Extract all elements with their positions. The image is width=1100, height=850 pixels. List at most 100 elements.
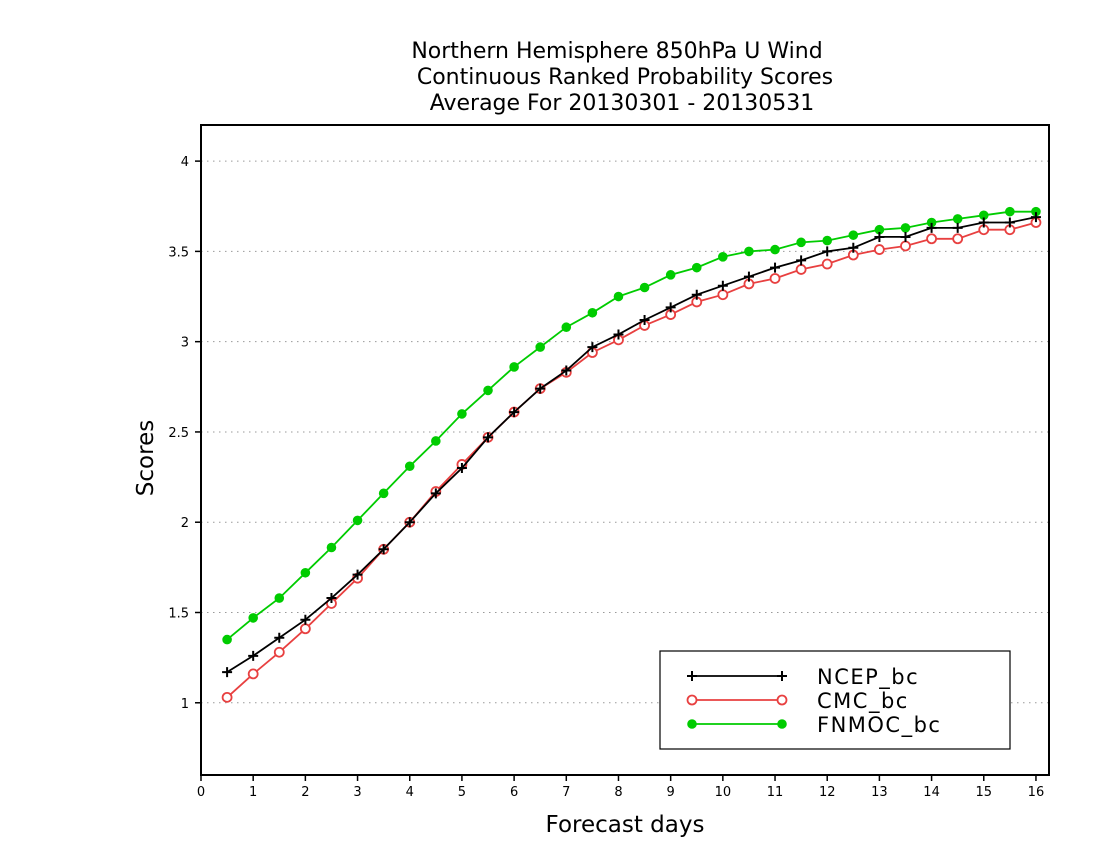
legend-item-fnmoc-bc: FNMOC_bc bbox=[687, 713, 941, 738]
data-point-ncep-bc bbox=[378, 544, 389, 555]
legend-item-cmc-bc: CMC_bc bbox=[686, 689, 907, 714]
chart-title-line-1: Northern Hemisphere 850hPa U Wind bbox=[411, 39, 822, 64]
x-tick-label: 13 bbox=[871, 785, 888, 800]
y-axis-label: Scores bbox=[133, 420, 159, 496]
series-ncep-bc bbox=[222, 212, 1041, 678]
data-point-ncep-bc bbox=[1004, 217, 1015, 228]
data-point-fnmoc-bc bbox=[639, 282, 650, 293]
data-point-cmc-bc bbox=[273, 646, 285, 658]
data-point-fnmoc-bc bbox=[691, 262, 702, 273]
data-point-ncep-bc bbox=[639, 315, 650, 325]
data-point-ncep-bc bbox=[509, 407, 520, 418]
data-point-fnmoc-bc bbox=[483, 385, 493, 396]
x-tick-label: 11 bbox=[767, 785, 784, 800]
x-tick-label: 4 bbox=[406, 785, 414, 800]
x-tick-label: 6 bbox=[510, 785, 518, 800]
x-tick-label: 0 bbox=[197, 785, 205, 800]
x-tick-label: 12 bbox=[819, 785, 836, 800]
data-point-ncep-bc bbox=[613, 329, 624, 340]
x-tick-label: 14 bbox=[923, 785, 940, 800]
series-line-cmc-bc bbox=[226, 221, 1037, 699]
data-point-fnmoc-bc bbox=[222, 634, 232, 645]
data-point-ncep-bc bbox=[561, 365, 572, 376]
data-point-ncep-bc bbox=[717, 280, 728, 291]
legend-marker-right bbox=[776, 694, 788, 706]
data-point-fnmoc-bc bbox=[1005, 206, 1015, 217]
legend-label-fnmoc-bc: FNMOC_bc bbox=[817, 713, 941, 738]
data-point-cmc-bc bbox=[926, 233, 937, 245]
data-point-fnmoc-bc bbox=[587, 307, 598, 318]
series-line-ncep-bc bbox=[226, 216, 1037, 673]
chart-title: Northern Hemisphere 850hPa U Wind Contin… bbox=[411, 39, 833, 116]
data-point-fnmoc-bc bbox=[744, 246, 754, 257]
data-point-cmc-bc bbox=[900, 240, 911, 252]
data-point-ncep-bc bbox=[796, 255, 807, 266]
data-point-fnmoc-bc bbox=[509, 362, 519, 372]
data-point-cmc-bc bbox=[795, 264, 807, 275]
x-axis: 0 1 2 3 4 5 6 7 8 9 10 11 12 13 14 15 16 bbox=[197, 775, 1044, 800]
x-tick-label: 2 bbox=[301, 785, 309, 800]
data-point-ncep-bc bbox=[665, 302, 676, 313]
y-tick-label: 2.5 bbox=[168, 426, 189, 441]
data-point-fnmoc-bc bbox=[378, 488, 389, 499]
data-point-fnmoc-bc bbox=[326, 542, 337, 553]
data-point-ncep-bc bbox=[326, 593, 337, 604]
data-point-ncep-bc bbox=[587, 342, 598, 353]
legend-marker-right bbox=[777, 671, 787, 681]
data-point-fnmoc-bc bbox=[665, 270, 676, 280]
data-point-fnmoc-bc bbox=[822, 235, 833, 246]
x-tick-label: 1 bbox=[249, 785, 257, 800]
data-point-cmc-bc bbox=[874, 244, 885, 255]
data-point-fnmoc-bc bbox=[561, 322, 572, 333]
y-tick-label: 3.5 bbox=[168, 245, 189, 260]
data-point-fnmoc-bc bbox=[352, 515, 363, 526]
data-point-ncep-bc bbox=[483, 432, 494, 443]
data-point-ncep-bc bbox=[1030, 212, 1041, 223]
data-point-ncep-bc bbox=[535, 383, 546, 394]
data-point-fnmoc-bc bbox=[535, 342, 546, 352]
x-tick-label: 7 bbox=[562, 785, 570, 800]
plot-frame bbox=[200, 124, 1050, 776]
legend-label-ncep-bc: NCEP_bc bbox=[817, 665, 919, 690]
data-point-fnmoc-bc bbox=[613, 291, 624, 302]
data-point-fnmoc-bc bbox=[770, 244, 780, 255]
y-tick-label: 3 bbox=[181, 336, 189, 351]
x-tick-label: 16 bbox=[1028, 785, 1045, 800]
data-point-ncep-bc bbox=[848, 242, 859, 253]
data-point-cmc-bc bbox=[952, 233, 964, 245]
legend-marker-right bbox=[777, 719, 787, 729]
data-point-fnmoc-bc bbox=[404, 461, 415, 472]
x-axis-label: Forecast days bbox=[546, 812, 705, 838]
data-point-fnmoc-bc bbox=[431, 436, 441, 446]
data-point-fnmoc-bc bbox=[300, 567, 311, 578]
series-line-fnmoc-bc bbox=[226, 210, 1036, 641]
data-point-cmc-bc bbox=[717, 289, 729, 301]
legend-marker-left bbox=[686, 694, 698, 706]
chart-title-line-2: Continuous Ranked Probability Scores bbox=[417, 65, 833, 90]
legend-item-ncep-bc: NCEP_bc bbox=[687, 665, 919, 690]
y-tick-label: 1 bbox=[181, 697, 189, 712]
data-point-ncep-bc bbox=[900, 231, 911, 242]
data-point-ncep-bc bbox=[300, 614, 311, 625]
y-tick-label: 4 bbox=[181, 155, 189, 170]
y-tick-label: 1.5 bbox=[168, 607, 189, 622]
data-point-cmc-bc bbox=[299, 623, 311, 635]
series-layer bbox=[221, 206, 1042, 703]
data-point-ncep-bc bbox=[770, 262, 781, 273]
data-point-fnmoc-bc bbox=[248, 613, 258, 623]
data-point-ncep-bc bbox=[274, 632, 285, 643]
series-fnmoc-bc bbox=[222, 206, 1041, 645]
x-tick-label: 3 bbox=[353, 785, 361, 800]
x-tick-label: 5 bbox=[458, 785, 466, 800]
data-point-ncep-bc bbox=[822, 246, 833, 257]
y-axis: 1 1.5 2 2.5 3 3.5 4 bbox=[168, 155, 201, 712]
data-point-fnmoc-bc bbox=[848, 230, 859, 240]
data-point-fnmoc-bc bbox=[900, 223, 911, 233]
y-tick-label: 2 bbox=[181, 516, 189, 531]
data-point-ncep-bc bbox=[352, 569, 363, 580]
data-point-ncep-bc bbox=[248, 650, 259, 661]
data-point-ncep-bc bbox=[926, 222, 937, 233]
series-cmc-bc bbox=[221, 217, 1042, 703]
data-point-ncep-bc bbox=[691, 289, 702, 300]
